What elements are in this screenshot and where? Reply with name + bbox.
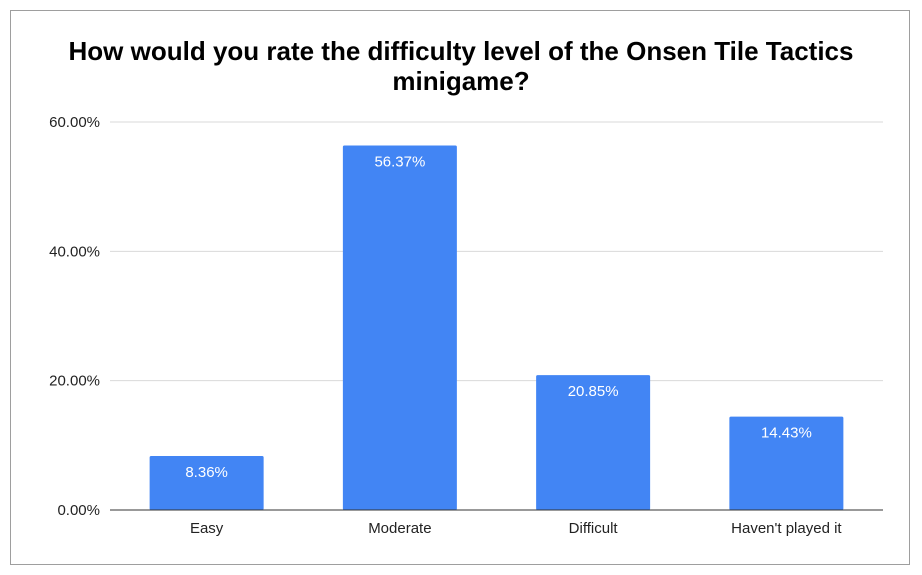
chart-title: How would you rate the difficulty level …	[68, 36, 854, 96]
bar-value-label: 8.36%	[185, 464, 228, 481]
bar-value-label: 14.43%	[761, 425, 812, 442]
y-tick-label: 0.00%	[57, 502, 100, 519]
bar-value-label: 20.85%	[568, 383, 619, 400]
x-category-label: Haven't played it	[731, 520, 842, 537]
data-labels: 8.36% 56.37% 20.85% 14.43%	[185, 153, 811, 480]
bar	[149, 455, 264, 510]
y-tick-label: 60.00%	[49, 114, 100, 131]
bar	[342, 145, 457, 510]
bar	[729, 416, 844, 510]
gridlines	[110, 121, 883, 382]
x-category-label: Easy	[190, 520, 224, 537]
y-tick-label: 20.00%	[49, 373, 100, 390]
y-tick-label: 40.00%	[49, 243, 100, 260]
x-category-label: Difficult	[569, 520, 619, 537]
y-axis-ticks: 0.00% 20.00% 40.00% 60.00%	[49, 114, 100, 519]
x-axis-categories: Easy Moderate Difficult Haven't played it	[190, 520, 842, 537]
bars	[149, 145, 844, 510]
bar	[536, 375, 651, 510]
x-category-label: Moderate	[368, 520, 431, 537]
bar-value-label: 56.37%	[374, 153, 425, 170]
